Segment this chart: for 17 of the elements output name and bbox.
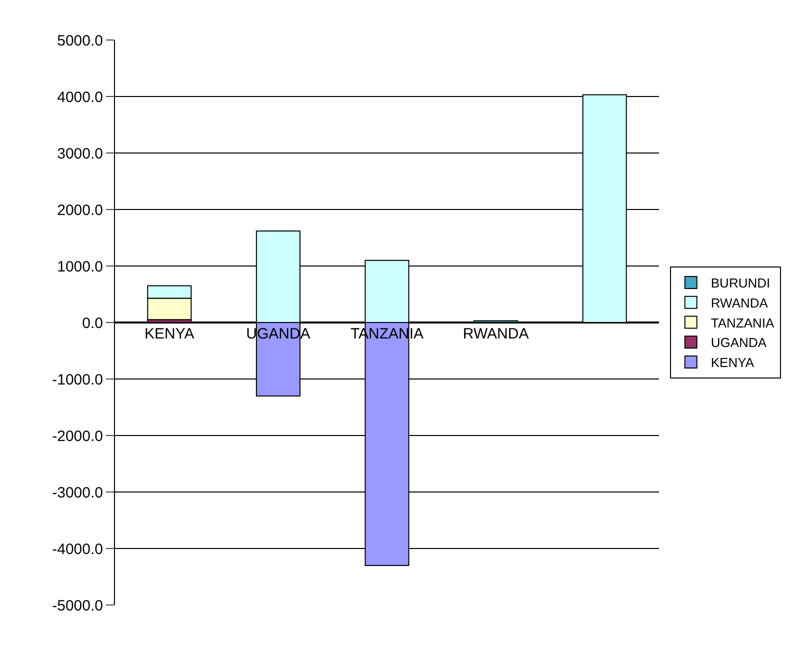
y-tick-label: -4000.0 xyxy=(52,540,103,558)
y-tick-label: 0.0 xyxy=(82,314,103,332)
x-tick-label: RWANDA xyxy=(462,326,529,342)
legend-label: BURUNDI xyxy=(710,276,770,291)
y-tick-label: 2000.0 xyxy=(57,202,103,219)
y-tick-label: -1000.0 xyxy=(52,371,103,388)
legend-label: TANZANIA xyxy=(710,315,775,330)
y-tick-label: -3000.0 xyxy=(52,484,103,502)
y-tick-label: 5000.0 xyxy=(57,32,103,50)
legend-label: KENYA xyxy=(710,355,754,370)
x-tick-label: KENYA xyxy=(144,326,194,342)
y-tick-label: 1000.0 xyxy=(57,258,103,276)
legend-label: RWANDA xyxy=(710,295,768,310)
y-tick-label: 3000.0 xyxy=(57,145,103,162)
y-tick-label: 4000.0 xyxy=(57,88,103,106)
y-tick-label: -2000.0 xyxy=(52,428,103,445)
y-tick-label: -5000.0 xyxy=(52,597,103,614)
